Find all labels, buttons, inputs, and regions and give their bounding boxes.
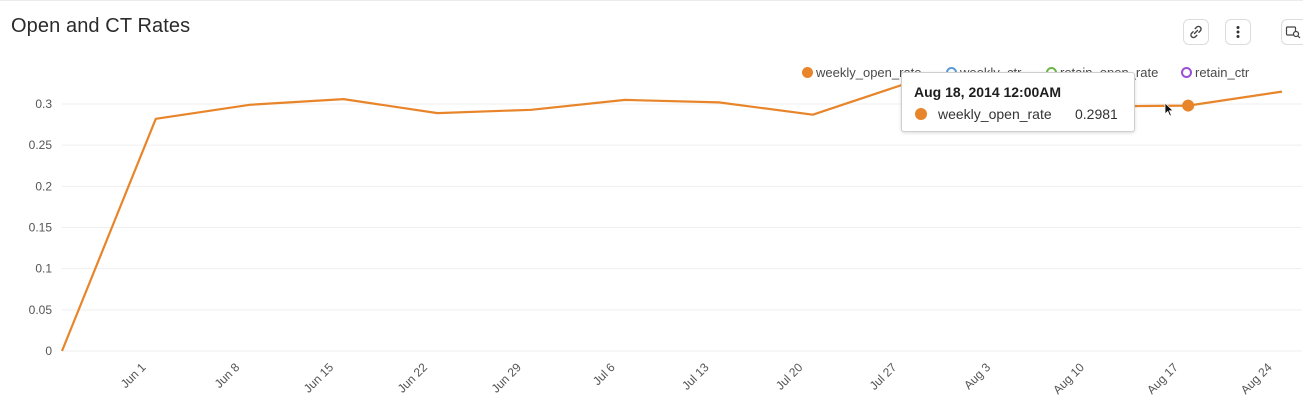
legend-item-weekly-open-rate[interactable]: weekly_open_rate (802, 63, 922, 81)
y-tick-label: 0.15 (29, 221, 53, 235)
x-tick-label: Aug 24 (1238, 360, 1275, 397)
highlighted-data-point (1182, 99, 1195, 112)
x-tick-label: Jun 22 (395, 360, 431, 396)
kebab-menu-icon (1230, 24, 1246, 40)
x-tick-label: Jun 15 (301, 360, 337, 396)
x-tick-label: Aug 10 (1050, 360, 1087, 397)
tooltip-series-name: weekly_open_rate (938, 106, 1052, 122)
data-tooltip: Aug 18, 2014 12:00AM weekly_open_rate 0.… (901, 72, 1135, 132)
legend-item-retain-ctr[interactable]: retain_ctr (1181, 63, 1249, 81)
x-tick-label: Jul 27 (867, 360, 900, 393)
y-tick-label: 0.05 (29, 303, 53, 317)
legend-label: retain_ctr (1195, 64, 1250, 80)
legend-marker-icon (802, 66, 813, 78)
legend-label: weekly_open_rate (816, 64, 922, 80)
y-tick-label: 0.1 (35, 262, 52, 276)
x-tick-label: Jun 1 (118, 360, 149, 391)
y-tick-label: 0.3 (35, 97, 52, 111)
y-tick-label: 0.2 (35, 179, 52, 193)
y-tick-label: 0 (45, 344, 52, 358)
legend-marker-icon (1181, 66, 1192, 78)
tooltip-value: 0.2981 (1075, 106, 1118, 122)
y-tick-label: 0.25 (29, 138, 53, 152)
top-divider (0, 0, 1303, 1)
x-tick-label: Jul 13 (679, 360, 712, 393)
x-tick-label: Aug 3 (961, 360, 993, 392)
more-options-button[interactable] (1225, 19, 1251, 45)
mouse-pointer-icon (1164, 102, 1174, 123)
x-tick-label: Jul 20 (773, 360, 806, 393)
x-tick-label: Aug 17 (1144, 360, 1181, 397)
tooltip-series-marker-icon (915, 108, 927, 120)
search-chart-icon (1285, 24, 1301, 40)
x-tick-label: Jun 29 (489, 360, 525, 396)
link-icon (1188, 24, 1204, 40)
tooltip-title: Aug 18, 2014 12:00AM (914, 84, 1062, 100)
chart-title: Open and CT Rates (11, 15, 191, 37)
link-button[interactable] (1183, 19, 1209, 45)
x-tick-label: Jun 8 (212, 360, 243, 391)
explore-button[interactable] (1281, 19, 1303, 45)
x-tick-label: Jul 6 (590, 360, 618, 388)
